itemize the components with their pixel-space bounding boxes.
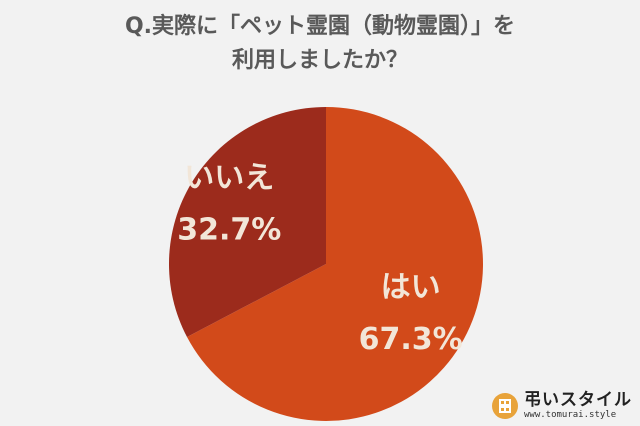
logo-url-text: www.tomurai.style: [524, 410, 617, 420]
pie-slice-1: [169, 107, 326, 338]
pie-slice-0: [187, 107, 483, 421]
chart-title: Q.実際に「ペット霊園（動物霊園）」を 利用しましたか？: [0, 10, 640, 78]
logo-main-text: 弔いスタイル: [524, 390, 632, 410]
title-line-2: 利用しましたか？: [231, 48, 408, 73]
slice-label-value-0: 67.3%: [359, 322, 463, 357]
slice-label-name-0: はい: [381, 270, 441, 305]
site-logo: 弔いスタイル www.tomurai.style: [492, 391, 632, 420]
logo-icon: [492, 392, 518, 419]
title-line-1: Q.実際に「ペット霊園（動物霊園）」を: [124, 14, 516, 39]
slice-label-name-1: いいえ: [184, 161, 274, 196]
slice-label-value-1: 32.7%: [177, 213, 281, 248]
